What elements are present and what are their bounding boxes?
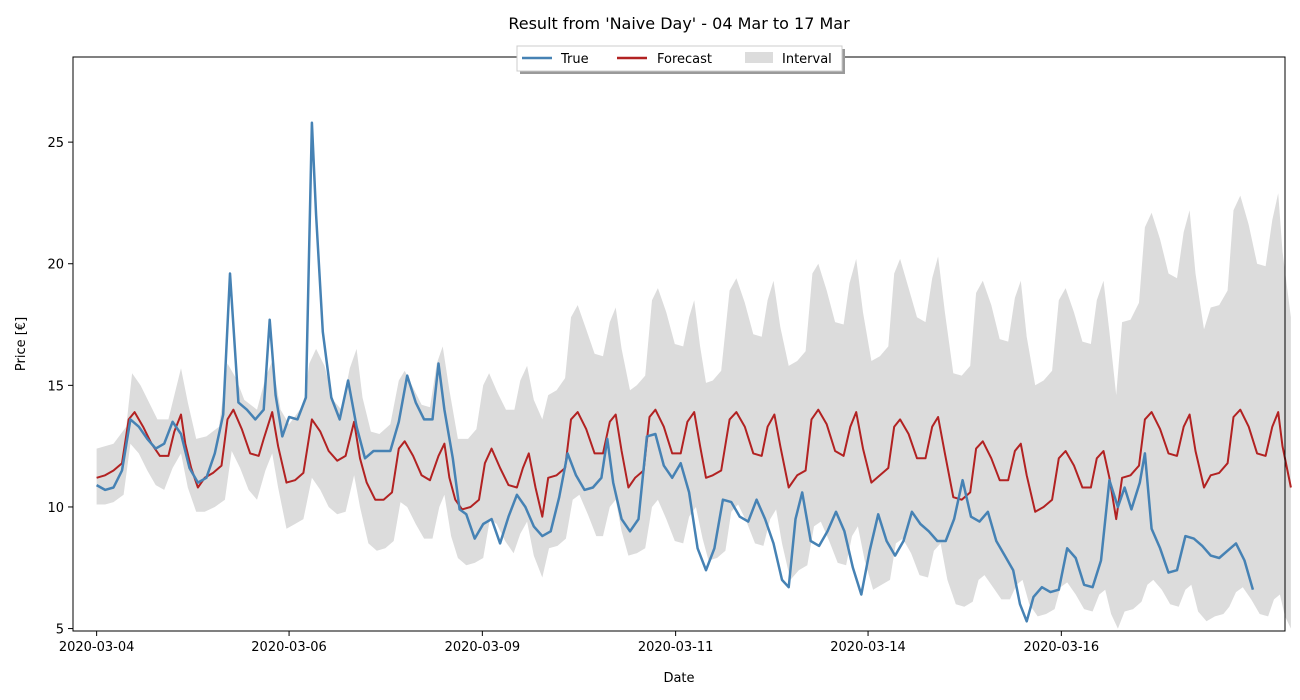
plot-area xyxy=(95,121,1292,629)
chart-title: Result from 'Naive Day' - 04 Mar to 17 M… xyxy=(508,14,850,33)
legend-interval-label: Interval xyxy=(782,52,832,67)
y-tick-label: 15 xyxy=(47,379,64,394)
y-tick-label: 5 xyxy=(56,623,64,638)
legend-forecast-label: Forecast xyxy=(657,52,712,67)
forecast-line xyxy=(96,408,1292,521)
x-tick-label: 2020-03-06 xyxy=(251,640,327,655)
true-line xyxy=(95,121,1255,623)
x-tick-label: 2020-03-14 xyxy=(830,640,906,655)
x-tick-label: 2020-03-04 xyxy=(59,640,135,655)
y-axis-title: Price [€] xyxy=(14,317,29,371)
y-tick-label: 10 xyxy=(47,501,64,516)
x-tick-label: 2020-03-11 xyxy=(638,640,714,655)
x-tick-label: 2020-03-16 xyxy=(1024,640,1100,655)
x-axis: 2020-03-04 2020-03-06 2020-03-09 2020-03-11… xyxy=(59,631,1099,655)
y-tick-label: 25 xyxy=(47,136,64,151)
legend-true-label: True xyxy=(560,52,589,67)
legend-interval-swatch xyxy=(745,52,773,63)
x-axis-title: Date xyxy=(663,671,694,686)
legend-box xyxy=(516,45,843,72)
legend: True Forecast Interval xyxy=(516,45,845,74)
interval-band xyxy=(96,193,1291,629)
y-axis: 5 10 15 20 25 xyxy=(47,136,73,638)
y-tick-label: 20 xyxy=(47,258,64,273)
x-tick-label: 2020-03-09 xyxy=(445,640,521,655)
